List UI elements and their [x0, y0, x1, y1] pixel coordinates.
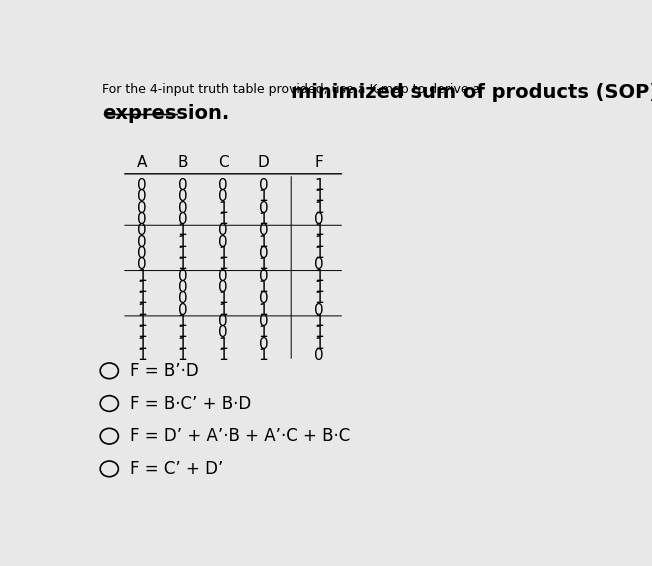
Text: 1: 1 [218, 246, 228, 261]
Text: 0: 0 [218, 280, 228, 295]
Text: C: C [218, 155, 228, 170]
Text: 1: 1 [178, 325, 187, 340]
Text: 1: 1 [218, 258, 228, 272]
Text: 0: 0 [218, 178, 228, 193]
Text: 1: 1 [138, 337, 147, 351]
Text: 1: 1 [138, 280, 147, 295]
Text: 1: 1 [218, 303, 228, 318]
Text: 1: 1 [138, 348, 147, 363]
Text: F: F [315, 155, 323, 170]
Text: 1: 1 [314, 280, 324, 295]
Text: 1: 1 [218, 291, 228, 306]
Text: 0: 0 [138, 235, 147, 250]
Text: 1: 1 [178, 337, 187, 351]
Text: 0: 0 [259, 246, 268, 261]
Text: 1: 1 [138, 269, 147, 284]
Text: 0: 0 [138, 246, 147, 261]
Text: 0: 0 [314, 303, 324, 318]
Text: 0: 0 [259, 337, 268, 351]
Text: 1: 1 [138, 314, 147, 329]
Text: 1: 1 [314, 314, 324, 329]
Text: 1: 1 [259, 190, 268, 204]
Text: 0: 0 [259, 201, 268, 216]
Text: 0: 0 [138, 190, 147, 204]
Text: 1: 1 [259, 280, 268, 295]
Text: 0: 0 [259, 224, 268, 238]
Text: 0: 0 [218, 269, 228, 284]
Text: 1: 1 [178, 246, 187, 261]
Text: 1: 1 [259, 258, 268, 272]
Text: 1: 1 [138, 291, 147, 306]
Text: 0: 0 [178, 280, 187, 295]
Text: 1: 1 [178, 258, 187, 272]
Text: 0: 0 [138, 224, 147, 238]
Text: 1: 1 [138, 303, 147, 318]
Text: 1: 1 [314, 337, 324, 351]
Text: 0: 0 [218, 325, 228, 340]
Text: 0: 0 [218, 190, 228, 204]
Text: 0: 0 [178, 291, 187, 306]
Text: 1: 1 [259, 348, 268, 363]
Text: 1: 1 [314, 190, 324, 204]
Text: 1: 1 [178, 314, 187, 329]
Text: 0: 0 [218, 314, 228, 329]
Text: 0: 0 [259, 178, 268, 193]
Text: 0: 0 [178, 212, 187, 227]
Text: expression.: expression. [102, 104, 229, 123]
Text: 0: 0 [178, 190, 187, 204]
Text: 1: 1 [314, 325, 324, 340]
Text: 1: 1 [259, 212, 268, 227]
Text: 0: 0 [259, 269, 268, 284]
Text: 0: 0 [218, 235, 228, 250]
Text: 1: 1 [178, 348, 187, 363]
Text: 1: 1 [178, 224, 187, 238]
Text: 0: 0 [178, 201, 187, 216]
Text: 1: 1 [314, 291, 324, 306]
Text: 0: 0 [178, 269, 187, 284]
Text: 0: 0 [259, 291, 268, 306]
Text: 1: 1 [259, 303, 268, 318]
Text: 0: 0 [314, 212, 324, 227]
Text: 1: 1 [314, 246, 324, 261]
Text: A: A [137, 155, 147, 170]
Text: 0: 0 [218, 224, 228, 238]
Text: 1: 1 [314, 235, 324, 250]
Text: D: D [258, 155, 269, 170]
Text: 0: 0 [138, 178, 147, 193]
Text: 1: 1 [218, 201, 228, 216]
Text: 1: 1 [218, 337, 228, 351]
Text: B: B [177, 155, 188, 170]
Text: F = B·C’ + B·D: F = B·C’ + B·D [130, 395, 251, 413]
Text: 1: 1 [259, 235, 268, 250]
Text: 1: 1 [138, 325, 147, 340]
Text: F = B’·D: F = B’·D [130, 362, 198, 380]
Text: 0: 0 [178, 178, 187, 193]
Text: 0: 0 [138, 212, 147, 227]
Text: 0: 0 [314, 258, 324, 272]
Text: 0: 0 [138, 258, 147, 272]
Text: 0: 0 [259, 314, 268, 329]
Text: 0: 0 [178, 303, 187, 318]
Text: F = D’ + A’·B + A’·C + B·C: F = D’ + A’·B + A’·C + B·C [130, 427, 349, 445]
Text: minimized sum of products (SOP) logic: minimized sum of products (SOP) logic [291, 83, 652, 102]
Text: 1: 1 [314, 269, 324, 284]
Text: F = C’ + D’: F = C’ + D’ [130, 460, 223, 478]
Text: 1: 1 [218, 348, 228, 363]
Text: 1: 1 [218, 212, 228, 227]
Text: 1: 1 [314, 224, 324, 238]
Text: 1: 1 [178, 235, 187, 250]
Text: 1: 1 [314, 178, 324, 193]
Text: 0: 0 [138, 201, 147, 216]
Text: 0: 0 [314, 348, 324, 363]
Text: 1: 1 [314, 201, 324, 216]
Text: For the 4-input truth table provided, use a K-map to derive a: For the 4-input truth table provided, us… [102, 83, 484, 96]
Text: 1: 1 [259, 325, 268, 340]
